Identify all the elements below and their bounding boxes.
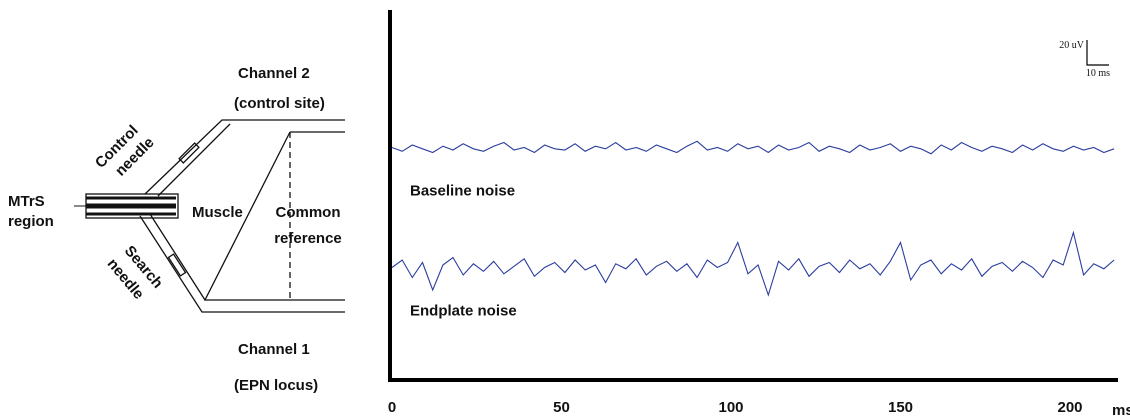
control-needle-tip [178, 142, 200, 164]
label: Channel 2 [238, 65, 310, 82]
x-axis-label: ms [1112, 402, 1130, 418]
electrode-diagram: Channel 2 (control site) Control needle … [8, 65, 345, 394]
label: (control site) [234, 95, 325, 112]
x-tick-label: 150 [888, 399, 913, 416]
label: Muscle [192, 204, 243, 221]
scale-bar-x-label: 10 ms [1086, 68, 1110, 79]
label: (EPN locus) [234, 377, 318, 394]
search-needle-tip [167, 253, 187, 277]
x-tick-label: 0 [388, 399, 396, 416]
control-needle-edge [157, 123, 231, 197]
label: reference [274, 230, 342, 247]
trace-label: Endplate noise [410, 303, 517, 320]
scale-bar [1086, 40, 1109, 66]
label: MTrS [8, 193, 45, 210]
scale-bar-y-label: 20 uV [1059, 40, 1085, 51]
x-tick-label: 50 [553, 399, 570, 416]
x-tick-label: 200 [1057, 399, 1082, 416]
search-needle-edge [149, 213, 206, 301]
label: region [8, 213, 54, 230]
channel-2-wire [144, 119, 345, 195]
channel-1-wire [139, 215, 345, 313]
trace [391, 230, 1115, 297]
label: Common [276, 204, 341, 221]
label: Channel 1 [238, 341, 310, 358]
trace-label: Baseline noise [410, 183, 515, 200]
x-tick-label: 100 [718, 399, 743, 416]
trace [391, 140, 1115, 155]
